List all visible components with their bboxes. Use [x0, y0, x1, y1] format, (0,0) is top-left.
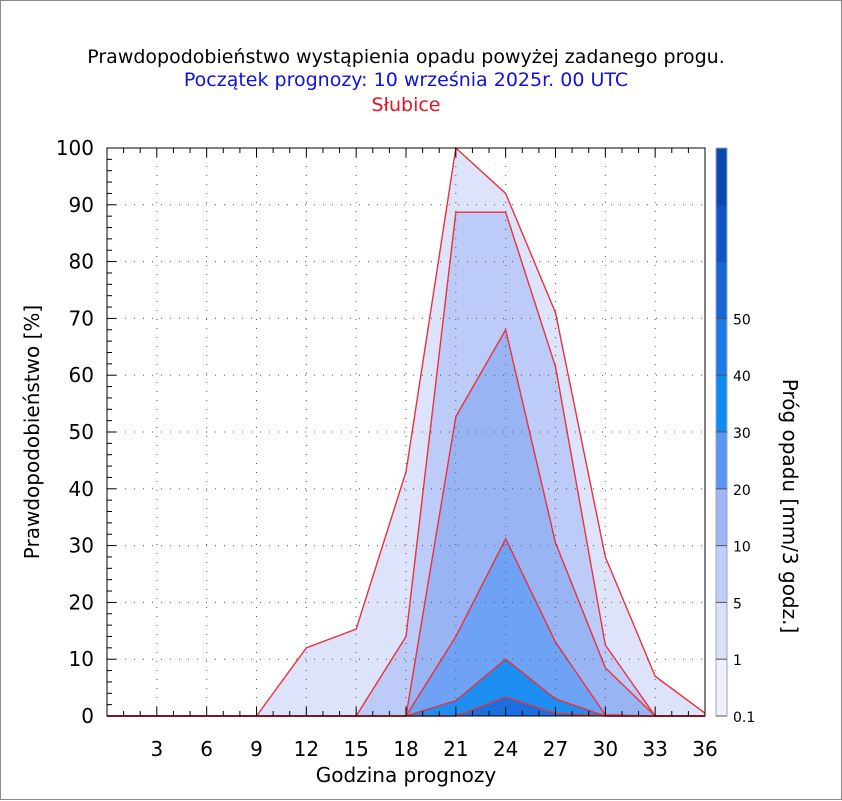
x-tick-label: 33 — [642, 737, 667, 761]
colorbar-tick-label: 5 — [733, 596, 742, 612]
colorbar-band — [716, 375, 727, 433]
area-series-20 — [107, 659, 705, 716]
colorbar-band — [716, 488, 727, 547]
x-axis-label: Godzina prognozy — [316, 763, 497, 787]
y-tick-label: 50 — [69, 420, 94, 444]
colorbar-tick-label: 40 — [733, 369, 751, 385]
colorbar-band — [716, 659, 727, 717]
chart-title: Prawdopodobieństwo wystąpienia opadu pow… — [87, 46, 725, 68]
chart-subtitle: Początek prognozy: 10 września 2025r. 00… — [184, 69, 628, 91]
colorbar-band — [716, 204, 727, 263]
x-tick-label: 15 — [343, 737, 368, 761]
colorbar-tick-label: 0.1 — [733, 710, 755, 726]
colorbar-band — [716, 261, 727, 319]
colorbar-band — [716, 318, 727, 376]
colorbar-band — [716, 432, 727, 490]
y-tick-label: 10 — [69, 647, 94, 671]
colorbar-tick-label: 50 — [733, 312, 751, 328]
area-series-10 — [107, 538, 705, 716]
x-tick-label: 27 — [543, 737, 568, 761]
y-tick-label: 80 — [69, 250, 94, 274]
x-tick-label: 36 — [692, 737, 717, 761]
area-series-5 — [107, 329, 705, 716]
colorbar-tick-label: 1 — [733, 653, 742, 669]
area-series-group — [107, 146, 706, 717]
colorbar-tick-label: 30 — [733, 426, 751, 442]
y-tick-label: 40 — [69, 477, 94, 501]
y-tick-label: 0 — [81, 704, 94, 728]
y-tick-label: 20 — [69, 590, 94, 614]
x-tick-label: 24 — [493, 737, 518, 761]
x-tick-label: 9 — [250, 737, 263, 761]
colorbar-band — [716, 545, 727, 603]
y-tick-label: 70 — [69, 306, 94, 330]
colorbar-tick-label: 20 — [733, 483, 751, 499]
y-tick-label: 60 — [69, 363, 94, 387]
axes: 3 6 9 12 15 18 21 24 27 30 33 360102030405060708090… — [56, 136, 718, 761]
x-tick-label: 6 — [200, 737, 213, 761]
y-tick-label: 30 — [69, 534, 94, 558]
y-tick-label: 90 — [69, 193, 94, 217]
x-tick-label: 30 — [593, 737, 618, 761]
x-tick-label: 21 — [443, 737, 468, 761]
location-name: Słubice — [372, 94, 441, 116]
x-tick-label: 12 — [294, 737, 319, 761]
colorbar-band — [716, 602, 727, 660]
y-tick-label: 100 — [56, 136, 94, 160]
colorbar-tick-label: 10 — [733, 540, 751, 556]
grid-lines — [107, 148, 705, 716]
colorbar-band — [716, 148, 727, 206]
x-tick-label: 3 — [150, 737, 163, 761]
colorbar-label: Próg opadu [mm/3 godz.] — [778, 379, 802, 634]
y-axis-label: Prawdopodobieństwo [%] — [20, 305, 44, 559]
colorbar: 0.1 1 5 10 20 30 40 50 — [715, 147, 755, 726]
x-tick-label: 18 — [393, 737, 418, 761]
